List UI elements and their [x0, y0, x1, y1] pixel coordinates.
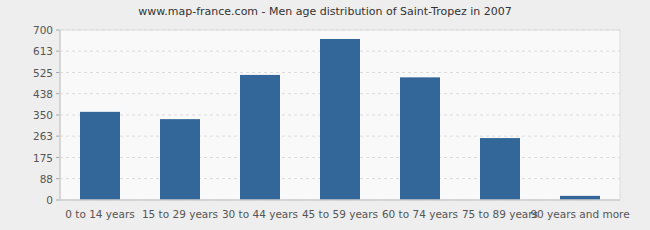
tick-mark: [56, 51, 60, 52]
tick-mark: [56, 200, 60, 201]
x-tick-label: 90 years and more: [530, 208, 629, 220]
tick-mark: [56, 178, 60, 179]
tick-mark: [56, 30, 60, 31]
bar: [400, 77, 440, 200]
tick-mark: [56, 93, 60, 94]
x-tick-label: 60 to 74 years: [382, 208, 458, 220]
y-tick-label: 0: [46, 194, 53, 206]
tick-mark: [56, 157, 60, 158]
y-tick-label: 175: [33, 152, 53, 164]
x-tick-label: 30 to 44 years: [222, 208, 298, 220]
bar: [480, 138, 520, 200]
x-tick-label: 0 to 14 years: [65, 208, 135, 220]
bar: [160, 119, 200, 200]
x-tick-label: 45 to 59 years: [302, 208, 378, 220]
bar: [320, 39, 360, 200]
plot-area: [60, 30, 620, 200]
y-tick-label: 700: [33, 24, 53, 36]
x-tick-label: 15 to 29 years: [142, 208, 218, 220]
bars: [80, 39, 600, 200]
y-tick-label: 350: [33, 109, 53, 121]
y-tick-label: 525: [33, 67, 53, 79]
background: [0, 0, 650, 230]
tick-mark: [56, 72, 60, 73]
tick-mark: [56, 115, 60, 116]
bar: [240, 75, 280, 200]
y-tick-label: 263: [33, 130, 53, 142]
tick-mark: [56, 136, 60, 137]
title: www.map-france.com - Men age distributio…: [138, 5, 511, 18]
bar: [80, 112, 120, 200]
chart-svg: www.map-france.com - Men age distributio…: [0, 0, 650, 230]
y-tick-label: 613: [33, 45, 53, 57]
y-tick-label: 438: [33, 88, 53, 100]
x-tick-label: 75 to 89 years: [462, 208, 538, 220]
bar: [560, 196, 600, 200]
plot-frame: [60, 30, 620, 200]
y-tick-label: 88: [40, 173, 53, 185]
chart-container: www.map-france.com - Men age distributio…: [0, 0, 650, 230]
